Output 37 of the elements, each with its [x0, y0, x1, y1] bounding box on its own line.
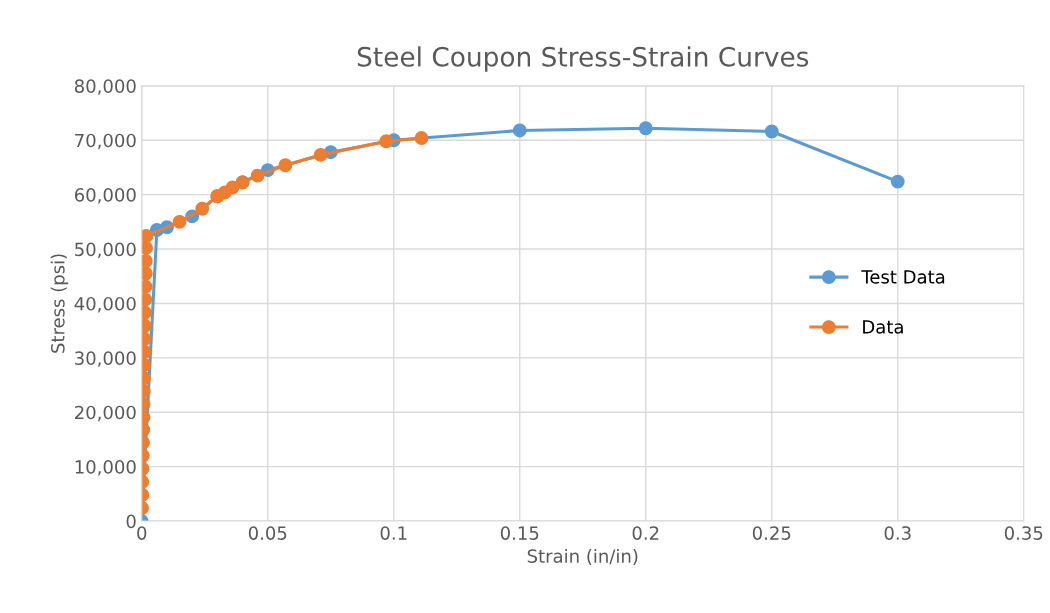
point [141, 292, 153, 307]
y-tick-label: 60,000 [74, 188, 136, 204]
y-tick-label: 10,000 [75, 460, 136, 476]
legend-label: Data [863, 320, 903, 334]
point [141, 254, 153, 268]
point [141, 240, 153, 255]
x-tick-label: 0.15 [500, 526, 539, 540]
point [512, 123, 527, 138]
point [638, 121, 653, 136]
chart-title: Steel Coupon Stress-Strain Curves [357, 46, 809, 72]
x-tick-label: 0.1 [380, 526, 407, 540]
point [141, 318, 152, 333]
legend-label: Test Data [861, 270, 945, 284]
point [141, 229, 154, 243]
x-tick-label: 0.35 [1004, 526, 1043, 540]
y-tick-label: 70,000 [75, 133, 136, 150]
y-tick-label: 30,000 [75, 351, 136, 367]
y-tick-label: 50,000 [75, 242, 136, 258]
x-tick-label: 0.25 [752, 526, 791, 540]
point [141, 344, 152, 359]
x-axis-title: Strain (in/in) [527, 548, 638, 566]
x-tick-label: 0 [137, 526, 147, 540]
point [141, 266, 153, 281]
point [141, 305, 152, 320]
x-tick-label: 0.3 [884, 526, 911, 540]
y-tick-label: 80,000 [74, 79, 136, 95]
x-tick-label: 0.05 [248, 526, 287, 540]
y-tick-label: 0 [126, 514, 136, 529]
point [764, 124, 779, 139]
point [141, 357, 152, 372]
y-tick-label: 40,000 [74, 296, 136, 313]
point [890, 174, 905, 189]
point [141, 331, 152, 346]
y-tick-label: 20,000 [75, 405, 136, 422]
x-tick-label: 0.2 [632, 526, 659, 540]
point [141, 279, 153, 294]
y-axis-title: Stress (psi) [50, 254, 69, 353]
